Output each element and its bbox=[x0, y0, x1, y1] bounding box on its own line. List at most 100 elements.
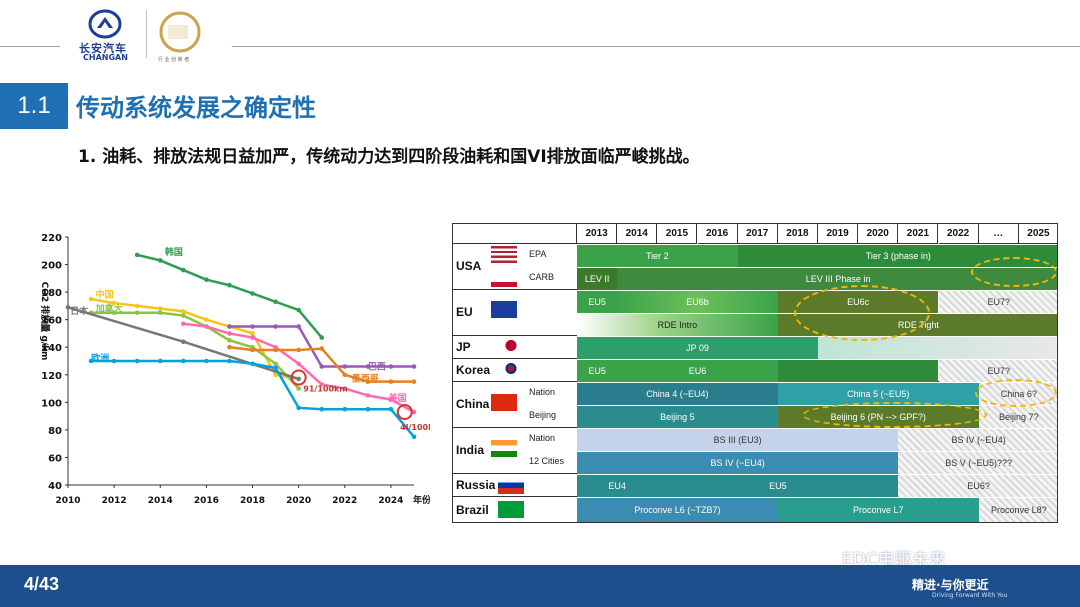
series-point-墨西哥 bbox=[296, 347, 301, 353]
series-point-韩国 bbox=[319, 335, 325, 340]
eu-flag-icon bbox=[491, 301, 517, 318]
series-point-加拿大 bbox=[273, 361, 278, 367]
y-tick-label: 200 bbox=[41, 261, 62, 272]
series-point-欧洲 bbox=[111, 358, 117, 364]
series-point-中国 bbox=[204, 317, 209, 322]
series-label: 美国 bbox=[389, 392, 407, 404]
series-point-美国 bbox=[388, 397, 394, 402]
usa-flag-icon bbox=[491, 246, 517, 263]
series-point-欧洲 bbox=[181, 358, 186, 364]
series-point-巴西 bbox=[365, 364, 371, 369]
co2-emission-chart: 40 60 80 100 120 140 160 180 200 220 2010 2012 2014 2… bbox=[39, 233, 430, 506]
series-point-欧洲 bbox=[227, 358, 232, 364]
changan-logo-icon bbox=[88, 9, 122, 39]
series-point-加拿大 bbox=[157, 310, 163, 316]
series-point-中国 bbox=[134, 303, 140, 309]
series-point-墨西哥 bbox=[411, 379, 417, 384]
series-point-韩国 bbox=[296, 307, 301, 313]
annotation-2025: 4l/100km bbox=[400, 423, 430, 432]
series-point-韩国 bbox=[250, 291, 255, 296]
highlight-beijing6 bbox=[801, 402, 987, 428]
india-flag-icon bbox=[491, 440, 517, 457]
series-point-加拿大 bbox=[181, 313, 186, 318]
annotation-2020: 91/100km bbox=[303, 384, 347, 393]
series-point-欧洲 bbox=[88, 358, 94, 364]
series-point-美国 bbox=[411, 409, 417, 415]
header-rule-right bbox=[232, 46, 1080, 47]
regulation-bar: Proconve L8? bbox=[978, 498, 1057, 522]
year-header: 2013 bbox=[577, 224, 618, 244]
regulation-bar bbox=[777, 360, 939, 382]
y-tick-label: 120 bbox=[41, 371, 62, 382]
series-point-巴西 bbox=[227, 324, 232, 329]
section-subtitle: 1. 油耗、排放法规日益加严，传统动力达到四阶段油耗和国VI排放面临严峻挑战。 bbox=[78, 147, 700, 167]
x-tick-label: 2022 bbox=[332, 496, 357, 506]
regulation-bar: JP 09 bbox=[577, 337, 818, 359]
series-line-欧洲 bbox=[91, 359, 415, 438]
country-label: Brazil bbox=[456, 502, 489, 517]
country-label: EU bbox=[456, 305, 473, 319]
brand-cn: 长安汽车 bbox=[79, 42, 127, 55]
series-label: 墨西哥 bbox=[352, 374, 379, 385]
series-point-欧洲 bbox=[296, 405, 301, 411]
regulation-bar: EU6b bbox=[617, 291, 778, 313]
series-point-巴西 bbox=[250, 324, 255, 329]
series-point-日本 bbox=[181, 339, 186, 345]
regulation-bar: RDE Intro bbox=[577, 314, 778, 336]
year-header: 2018 bbox=[777, 224, 818, 244]
series-label: 日本 bbox=[70, 305, 89, 317]
series-point-巴西 bbox=[411, 364, 417, 369]
target-circle-2020 bbox=[290, 369, 307, 386]
x-tick-label: 2014 bbox=[148, 496, 173, 506]
regulation-bar: EU5 bbox=[577, 360, 618, 382]
country-label: Russia bbox=[456, 477, 496, 492]
x-tick-label: 2024 bbox=[378, 496, 403, 506]
y-tick-label: 60 bbox=[48, 453, 62, 464]
regulation-bar: EU7? bbox=[938, 291, 1057, 313]
target-circle-2025 bbox=[396, 403, 413, 420]
emission-regulation-table: 2013 2014 2015 2016 2017 2018 2019 2020 2021 2022… bbox=[452, 223, 1058, 523]
sub-label: Nation bbox=[529, 433, 556, 443]
regulation-bar: BS V (~EU5)??? bbox=[898, 452, 1057, 474]
highlight-eu6c bbox=[793, 285, 931, 341]
highlight-mgmi bbox=[970, 257, 1057, 287]
series-label: 加拿大 bbox=[95, 302, 123, 314]
series-point-欧洲 bbox=[134, 358, 140, 364]
partner-logo-icon bbox=[159, 11, 201, 53]
series-point-欧洲 bbox=[388, 406, 394, 412]
series-point-欧洲 bbox=[342, 406, 348, 412]
series-point-中国 bbox=[181, 309, 186, 314]
series-point-欧洲 bbox=[157, 358, 163, 364]
country-label: India bbox=[456, 443, 485, 457]
series-label: 欧洲 bbox=[91, 352, 109, 364]
year-header: 2021 bbox=[898, 224, 939, 244]
series-point-墨西哥 bbox=[273, 347, 278, 353]
series-point-墨西哥 bbox=[250, 347, 255, 353]
series-point-加拿大 bbox=[227, 338, 232, 343]
series-point-韩国 bbox=[227, 282, 232, 288]
series-point-中国 bbox=[111, 300, 117, 306]
year-header: 2025 bbox=[1018, 224, 1057, 244]
series-point-中国 bbox=[250, 331, 255, 336]
series-point-欧洲 bbox=[250, 361, 255, 367]
regulation-bar: Beijing 7? bbox=[978, 406, 1057, 428]
russia-flag-icon bbox=[498, 477, 524, 494]
y-tick-label: 40 bbox=[48, 481, 62, 492]
y-tick-label: 160 bbox=[41, 316, 62, 327]
country-label: JP bbox=[456, 339, 471, 354]
x-tick-label: 2018 bbox=[240, 496, 265, 506]
series-point-中国 bbox=[157, 306, 163, 311]
country-label: Korea bbox=[456, 362, 491, 377]
sub-label: Beijing bbox=[529, 410, 557, 420]
series-label: 韩国 bbox=[165, 246, 183, 258]
regulation-bar: EU6 bbox=[617, 360, 778, 382]
series-point-美国 bbox=[342, 386, 348, 391]
regulation-bar: EU7? bbox=[938, 360, 1057, 382]
regulation-bar: EU5 bbox=[657, 475, 899, 497]
series-point-墨西哥 bbox=[319, 346, 325, 351]
series-point-美国 bbox=[296, 361, 301, 367]
series-point-欧洲 bbox=[319, 406, 325, 412]
sub-label: CARB bbox=[529, 272, 555, 282]
year-header: 2019 bbox=[818, 224, 859, 244]
highlight-china6 bbox=[974, 379, 1057, 407]
